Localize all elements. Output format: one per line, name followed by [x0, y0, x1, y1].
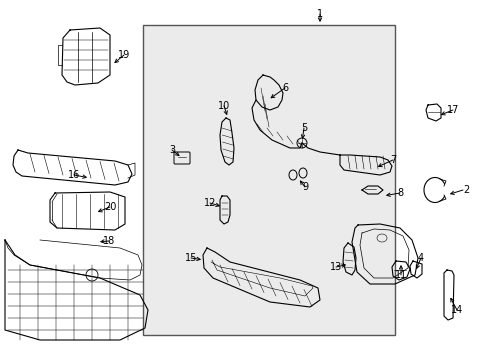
Text: 6: 6	[282, 83, 287, 93]
Text: 15: 15	[184, 253, 197, 263]
Text: 3: 3	[168, 145, 175, 155]
Text: 14: 14	[450, 305, 462, 315]
Text: 1: 1	[316, 9, 323, 19]
Text: 4: 4	[417, 253, 423, 263]
Text: 2: 2	[462, 185, 468, 195]
Text: 12: 12	[203, 198, 216, 208]
Text: 16: 16	[68, 170, 80, 180]
Text: 9: 9	[301, 182, 307, 192]
Text: 20: 20	[103, 202, 116, 212]
Text: 19: 19	[118, 50, 130, 60]
Text: 10: 10	[218, 101, 230, 111]
Text: 8: 8	[396, 188, 402, 198]
Text: 5: 5	[300, 123, 306, 133]
Bar	[142, 25, 394, 335]
Text: 11: 11	[394, 270, 407, 280]
Text: 18: 18	[102, 236, 115, 246]
Text: 7: 7	[389, 155, 395, 165]
Text: 17: 17	[446, 105, 458, 115]
Text: 13: 13	[329, 262, 342, 272]
